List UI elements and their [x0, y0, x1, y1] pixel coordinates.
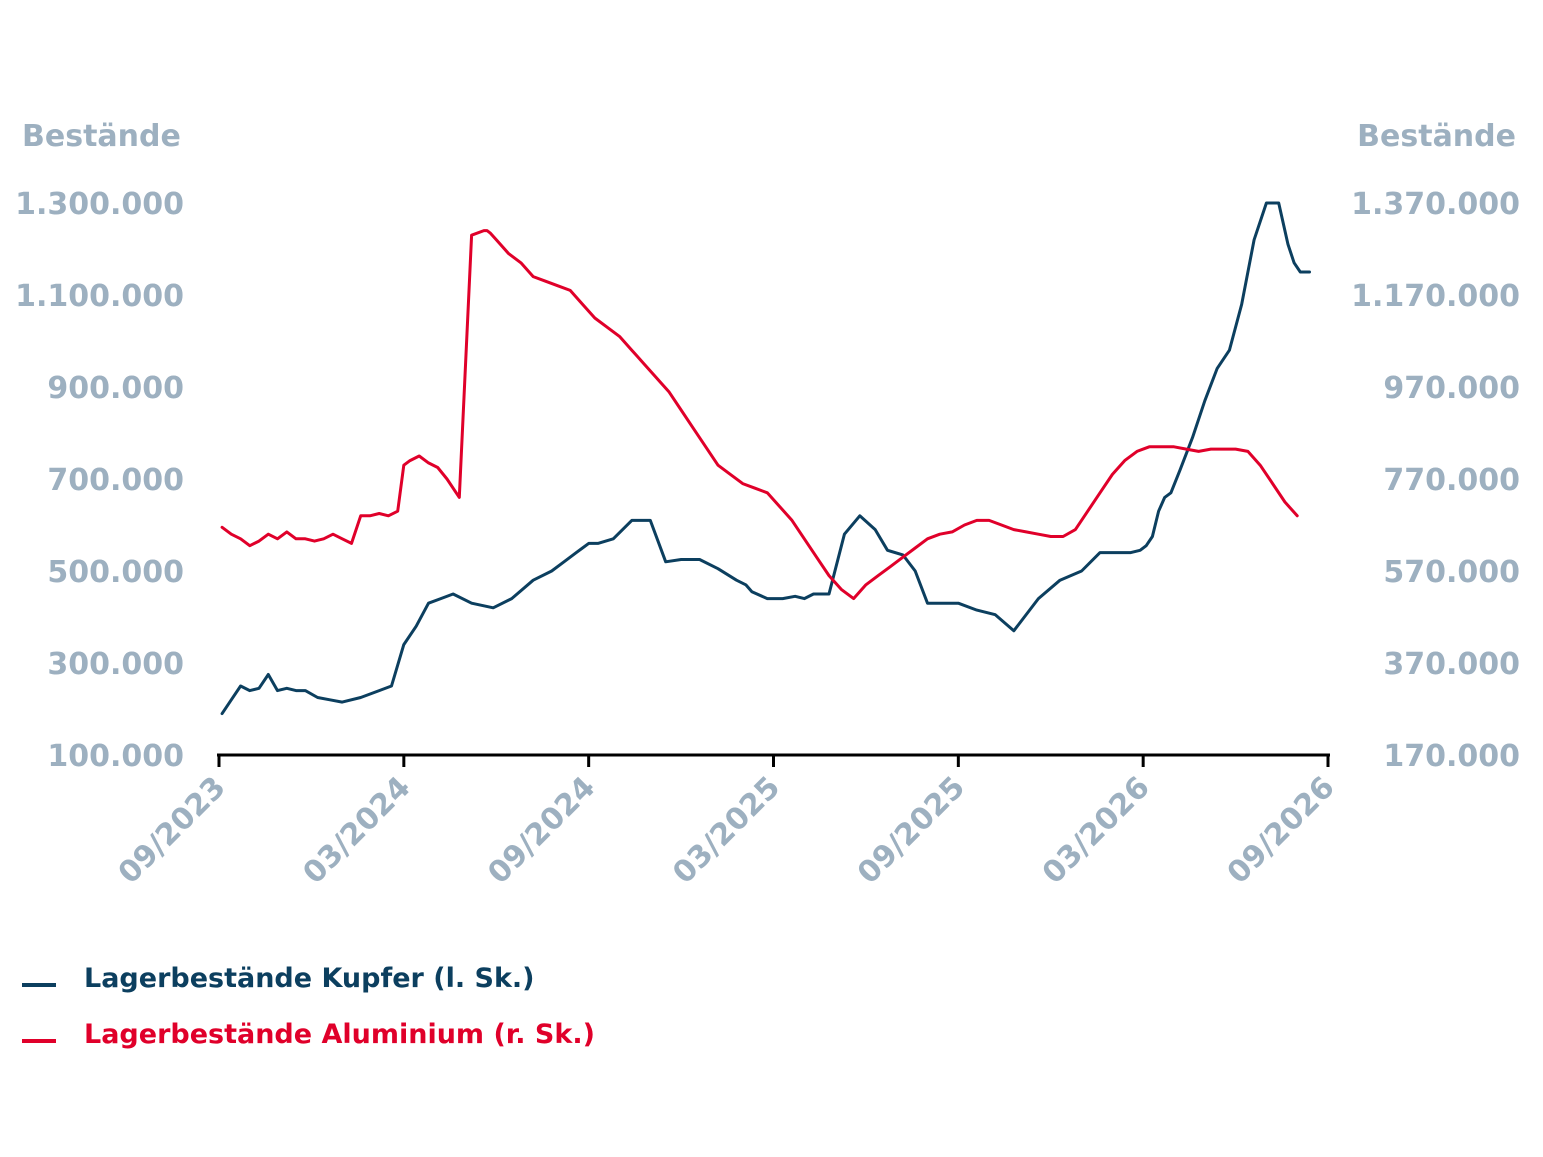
legend-swatch-copper [22, 983, 56, 987]
y-left-axis-title: Bestände [22, 119, 181, 154]
y-right-tick-label: 770.000 [1383, 463, 1520, 498]
y-left-tick-label: 900.000 [47, 371, 184, 406]
x-tick-label: 03/2025 [666, 770, 787, 891]
y-right-tick-label: 970.000 [1383, 371, 1520, 406]
x-tick-label: 09/2023 [112, 770, 233, 891]
legend-label-copper: Lagerbestände Kupfer (l. Sk.) [84, 962, 535, 994]
y-left-tick-labels: 1.300.000 1.100.000 900.000 700.000 500.000 3… [15, 187, 184, 774]
series-layer [220, 201, 1311, 716]
y-left-tick-label: 700.000 [47, 463, 184, 498]
y-right-tick-label: 1.170.000 [1351, 279, 1520, 314]
legend: Lagerbestände Kupfer (l. Sk.) Lagerbestä… [22, 950, 595, 1062]
legend-item-aluminium: Lagerbestände Aluminium (r. Sk.) [22, 1006, 595, 1062]
series-line-copper [220, 201, 1311, 716]
y-right-tick-labels: 1.370.000 1.170.000 970.000 770.000 570.000 3… [1351, 187, 1520, 774]
x-ticks: 09/2023 03/2024 09/2024 03/2025 09/2025 03/20… [112, 755, 1342, 891]
y-left-tick-label: 1.300.000 [15, 187, 184, 222]
legend-swatch-aluminium [22, 1039, 56, 1043]
y-left-tick-label: 300.000 [47, 647, 184, 682]
x-tick-label: 03/2024 [296, 770, 417, 891]
y-left-tick-label: 100.000 [47, 739, 184, 774]
y-right-tick-label: 570.000 [1383, 555, 1520, 590]
legend-item-copper: Lagerbestände Kupfer (l. Sk.) [22, 950, 595, 1006]
y-right-axis-title: Bestände [1357, 119, 1516, 154]
y-left-tick-label: 500.000 [47, 555, 184, 590]
y-left-tick-label: 1.100.000 [15, 279, 184, 314]
y-right-tick-label: 1.370.000 [1351, 187, 1520, 222]
legend-label-aluminium: Lagerbestände Aluminium (r. Sk.) [84, 1018, 595, 1050]
x-tick-label: 09/2025 [851, 770, 972, 891]
y-right-tick-label: 370.000 [1383, 647, 1520, 682]
y-right-tick-label: 170.000 [1383, 739, 1520, 774]
x-tick-label: 09/2026 [1221, 770, 1342, 891]
x-tick-label: 09/2024 [481, 770, 602, 891]
series-line-aluminium [220, 229, 1299, 601]
x-tick-label: 03/2026 [1036, 770, 1157, 891]
